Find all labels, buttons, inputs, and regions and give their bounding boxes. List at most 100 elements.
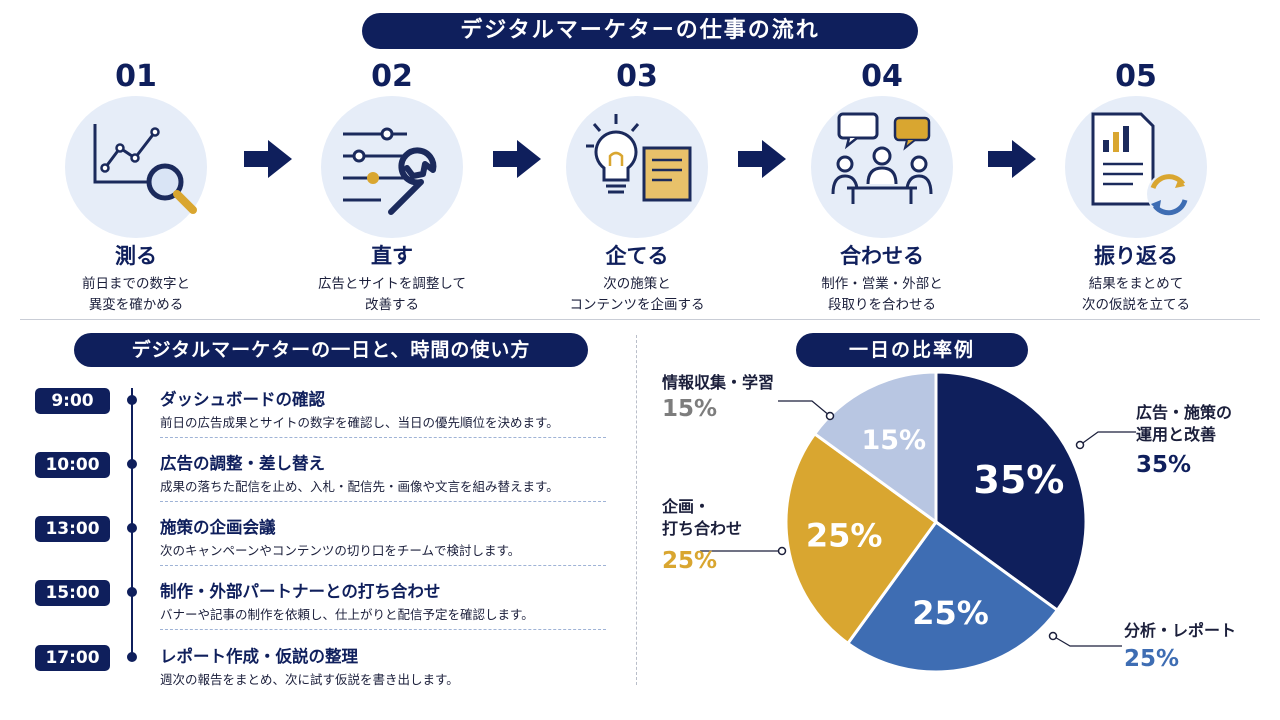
column-divider	[636, 335, 637, 685]
step-verb: 合わせる	[840, 244, 924, 268]
step-verb: 企てる	[605, 244, 669, 268]
step-desc: 広告とサイトを調整して 改善する	[292, 274, 492, 316]
meeting-icon	[831, 112, 933, 204]
time-badge: 15:00	[35, 580, 110, 606]
arrow-right-icon	[738, 140, 786, 178]
slice-label-analysis: 分析・レポート	[1124, 621, 1237, 640]
slice-label-ads: 広告・施策の 運用と改善	[1136, 402, 1232, 446]
schedule-separator	[160, 501, 606, 502]
leader-dot	[1075, 440, 1085, 450]
step-desc-line: 制作・営業・外部と	[821, 276, 943, 292]
timeline-dot	[127, 523, 137, 533]
slice-pct-planning: 25%	[662, 548, 718, 574]
leader-dot	[825, 411, 835, 421]
schedule-desc: 前日の広告成果とサイトの数字を確認し、当日の優先順位を決めます。	[160, 415, 559, 430]
pie-slice-value-label: 25%	[806, 517, 883, 555]
slice-label-line: 企画・	[662, 497, 711, 516]
pie-slice-value-label: 15%	[861, 425, 926, 456]
step-verb: 振り返る	[1094, 244, 1178, 268]
schedule-title: 広告の調整・差し替え	[160, 454, 325, 473]
step-desc-line: コンテンツを企画する	[569, 297, 705, 313]
step-5: 05 振り返る 結果をまとめて 次の仮説を立てる	[1036, 58, 1236, 316]
timeline-dot	[127, 459, 137, 469]
schedule-item: 17:00 レポート作成・仮説の整理 週次の報告をまとめ、次に試す仮説を書き出し…	[0, 639, 620, 703]
slice-label-line: 打ち合わせ	[662, 519, 743, 538]
pie-slice-value-label: 25%	[912, 594, 989, 632]
step-3: 03 企てる 次の施策と コンテンツを企画する	[537, 58, 737, 316]
step-desc-line: 異変を確かめる	[88, 297, 184, 313]
slice-label-line: 広告・施策の	[1136, 403, 1233, 422]
slice-pct-research: 15%	[662, 396, 718, 422]
slice-label-research: 情報収集・学習	[662, 373, 775, 392]
ratio-section-title: 一日の比率例	[796, 333, 1028, 367]
step-desc-line: 広告とサイトを調整して	[317, 276, 467, 292]
timeline-dot	[127, 587, 137, 597]
schedule-title: 制作・外部パートナーとの打ち合わせ	[160, 582, 441, 601]
chart-magnifier-icon	[93, 124, 197, 214]
step-icon-circle	[1065, 96, 1207, 238]
main-title: デジタルマーケターの仕事の流れ	[362, 13, 918, 49]
time-badge: 9:00	[35, 388, 110, 414]
step-desc: 制作・営業・外部と 段取りを合わせる	[782, 274, 982, 316]
slice-pct-analysis: 25%	[1124, 646, 1180, 672]
step-number: 01	[115, 59, 157, 94]
step-verb: 測る	[115, 244, 157, 268]
slice-label-line: 運用と改善	[1136, 425, 1217, 444]
pie-slice-planning	[784, 431, 939, 646]
step-desc-line: 次の仮説を立てる	[1082, 297, 1190, 313]
time-badge: 17:00	[35, 645, 110, 671]
step-desc-line: 段取りを合わせる	[828, 297, 936, 313]
slice-label-planning: 企画・ 打ち合わせ	[662, 496, 742, 540]
step-desc: 次の施策と コンテンツを企画する	[537, 274, 737, 316]
pie-slice-value-label: 35%	[973, 458, 1064, 502]
step-desc-line: 改善する	[365, 297, 419, 313]
step-desc: 結果をまとめて 次の仮説を立てる	[1036, 274, 1236, 316]
schedule-item: 10:00 広告の調整・差し替え 成果の落ちた配信を止め、入札・配信先・画像や文…	[0, 446, 620, 510]
time-badge: 10:00	[35, 452, 110, 478]
section-divider	[20, 319, 1260, 320]
step-number: 03	[616, 59, 658, 94]
leader-line	[1052, 635, 1122, 647]
slice-pct-ads: 35%	[1136, 452, 1192, 478]
leader-dot	[1048, 631, 1058, 641]
day-section-title: デジタルマーケターの一日と、時間の使い方	[74, 333, 588, 367]
arrow-right-icon	[244, 140, 292, 178]
step-icon-circle	[65, 96, 207, 238]
step-desc-line: 前日までの数字と	[82, 276, 190, 292]
schedule-item: 13:00 施策の企画会議 次のキャンペーンやコンテンツの切り口をチームで検討し…	[0, 510, 620, 574]
schedule-separator	[160, 437, 606, 438]
schedule-desc: 週次の報告をまとめ、次に試す仮説を書き出します。	[160, 672, 459, 687]
schedule-desc: 成果の落ちた配信を止め、入札・配信先・画像や文言を組み替えます。	[160, 479, 559, 494]
leader-line	[778, 400, 831, 417]
step-desc: 前日までの数字と 異変を確かめる	[36, 274, 236, 316]
step-4: 04 合わせる 制作・営業・外部と 段取りを合わせる	[782, 58, 982, 316]
time-badge: 13:00	[35, 516, 110, 542]
schedule-item: 15:00 制作・外部パートナーとの打ち合わせ バナーや記事の制作を依頼し、仕上…	[0, 574, 620, 638]
arrow-right-icon	[988, 140, 1036, 178]
sliders-wrench-icon	[343, 127, 437, 215]
step-number: 04	[861, 59, 903, 94]
schedule-separator	[160, 629, 606, 630]
schedule-desc: バナーや記事の制作を依頼し、仕上がりと配信予定を確認します。	[160, 607, 534, 622]
schedule-title: 施策の企画会議	[160, 518, 276, 537]
step-icon-circle	[321, 96, 463, 238]
step-number: 02	[371, 59, 413, 94]
timeline-dot	[127, 395, 137, 405]
timeline-dot	[127, 652, 137, 662]
schedule-title: レポート作成・仮説の整理	[160, 647, 358, 666]
lightbulb-note-icon	[586, 114, 692, 202]
schedule-desc: 次のキャンペーンやコンテンツの切り口をチームで検討します。	[160, 543, 521, 558]
schedule-title: ダッシュボードの確認	[160, 390, 325, 409]
step-desc-line: 次の施策と	[603, 276, 671, 292]
step-icon-circle	[811, 96, 953, 238]
step-verb: 直す	[371, 244, 413, 268]
step-desc-line: 結果をまとめて	[1088, 276, 1184, 292]
leader-dot	[777, 546, 787, 556]
step-icon-circle	[566, 96, 708, 238]
pie-slice-analysis	[845, 519, 1060, 674]
report-cycle-icon	[1091, 112, 1191, 216]
leader-line	[1079, 431, 1136, 446]
step-1: 01 測る 前日までの数字と 異変を確かめる	[36, 58, 236, 316]
step-2: 02 直す 広告とサイトを調整して 改善する	[292, 58, 492, 316]
